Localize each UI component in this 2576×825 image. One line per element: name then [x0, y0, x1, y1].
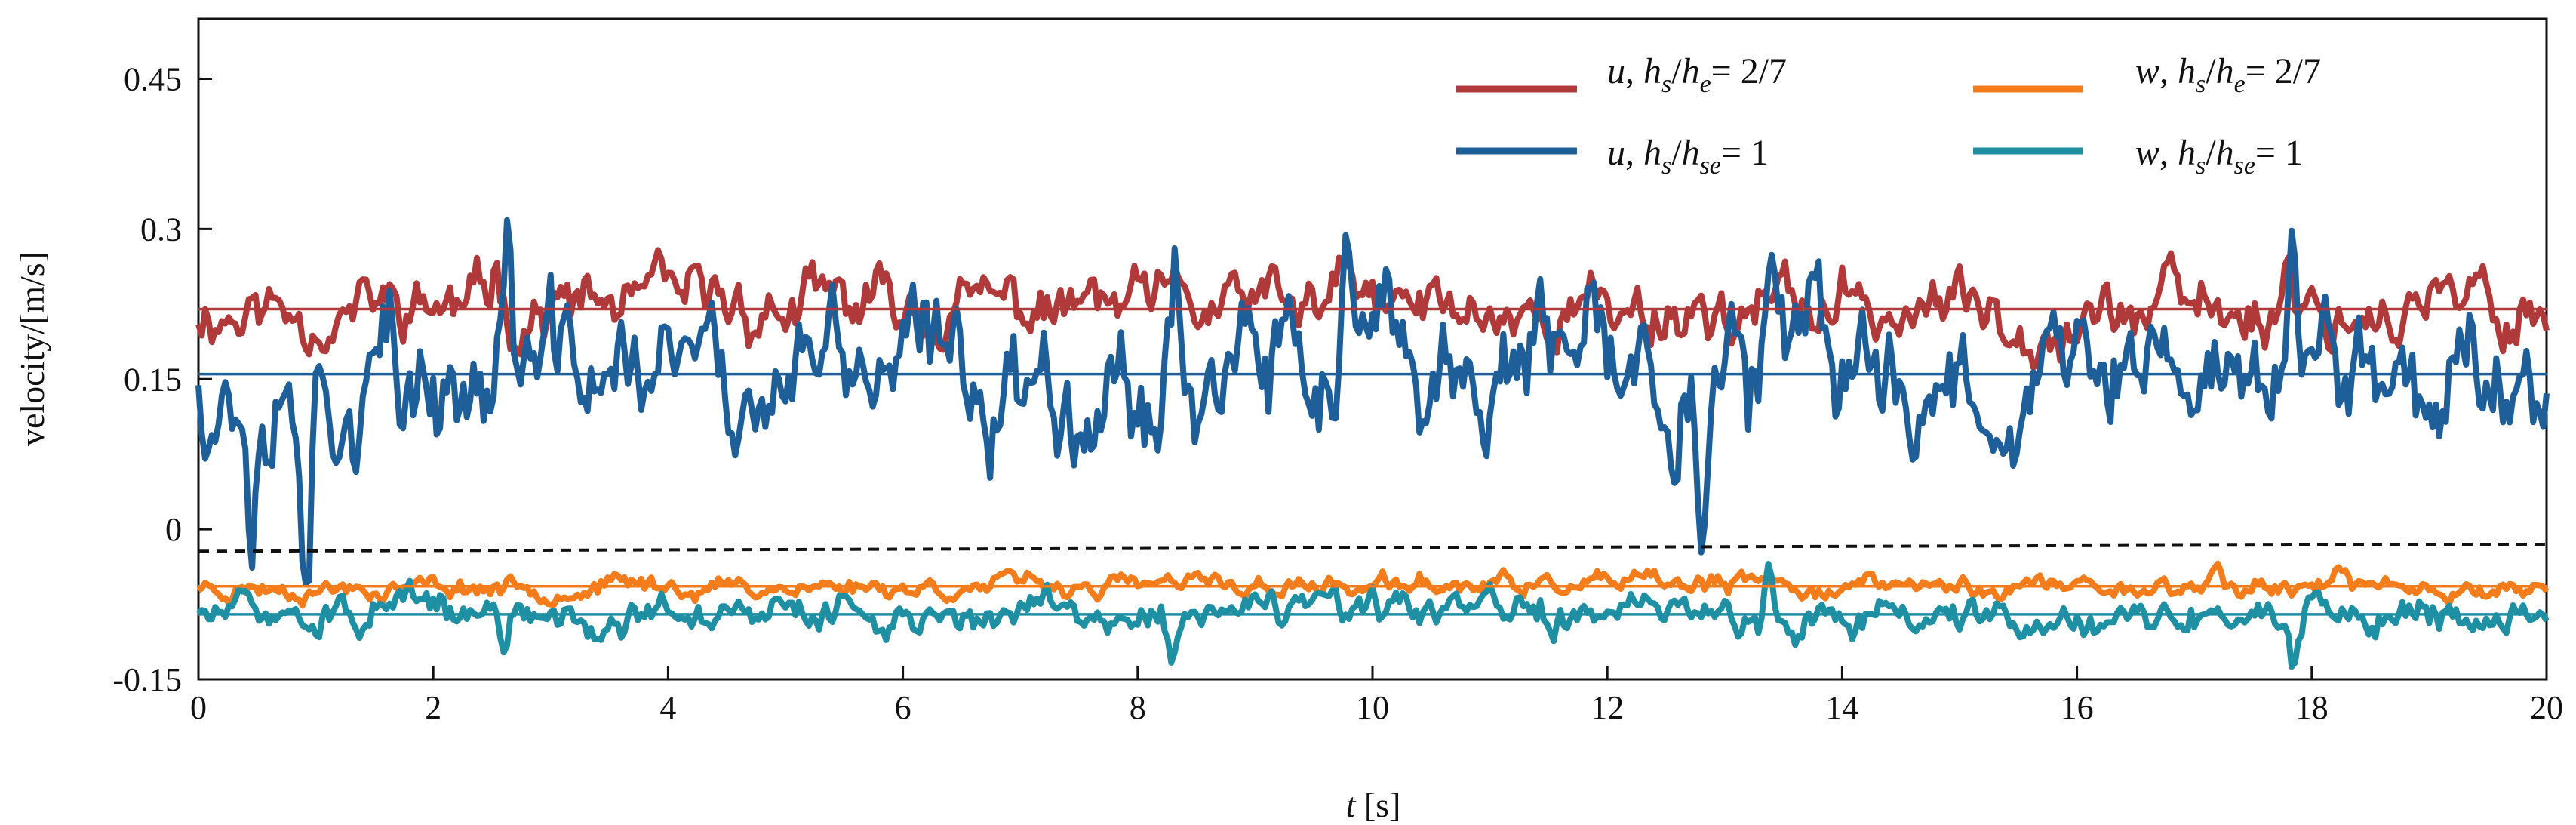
x-tick-label: 16	[2061, 689, 2094, 726]
y-tick-label: 0.3	[140, 211, 182, 248]
x-tick-label: 12	[1591, 689, 1624, 726]
legend-label-w-2-7: w, hs/he= 2/7	[2135, 51, 2321, 98]
x-tick-label: 6	[895, 689, 911, 726]
reference-dashed-line	[198, 543, 2547, 553]
legend-entry-w-1: w, hs/hse= 1	[1973, 133, 2303, 180]
x-axis-ticks: 0 2 4 6 8 10 12 14 16 18 20	[190, 666, 2563, 726]
x-tick-label: 20	[2530, 689, 2563, 726]
legend-entry-u-2-7: u, hs/he= 2/7	[1456, 51, 1787, 98]
mean-lines	[198, 307, 2547, 616]
legend-label-w-1: w, hs/hse= 1	[2135, 133, 2303, 180]
x-axis-title: t [s]	[1346, 786, 1401, 824]
y-tick-label: -0.15	[112, 661, 182, 698]
legend-entry-u-1: u, hs/hse= 1	[1456, 133, 1769, 180]
x-tick-label: 10	[1356, 689, 1389, 726]
y-tick-label: 0.45	[124, 61, 182, 98]
legend-entry-w-2-7: w, hs/he= 2/7	[1973, 51, 2321, 98]
series-line-u_27	[195, 247, 2550, 371]
x-tick-label: 0	[190, 689, 207, 726]
x-tick-label: 4	[659, 689, 676, 726]
y-axis-ticks: -0.15 0 0.15 0.3 0.45	[112, 61, 212, 698]
y-tick-label: 0	[165, 511, 182, 548]
x-tick-label: 8	[1130, 689, 1146, 726]
legend-label-u-1: u, hs/hse= 1	[1607, 133, 1769, 180]
series-layer	[195, 217, 2550, 670]
series-line-u_1	[195, 217, 2550, 587]
plot-frame	[197, 17, 2548, 681]
legend-label-u-2-7: u, hs/he= 2/7	[1607, 51, 1787, 98]
legend: u, hs/he= 2/7 w, hs/he= 2/7 u, hs/hse= 1…	[1456, 51, 2321, 180]
y-axis-title: velocity/[m/s]	[13, 251, 51, 446]
x-tick-label: 14	[1825, 689, 1858, 726]
x-tick-label: 2	[425, 689, 441, 726]
y-tick-label: 0.15	[124, 361, 182, 398]
x-tick-label: 18	[2295, 689, 2329, 726]
